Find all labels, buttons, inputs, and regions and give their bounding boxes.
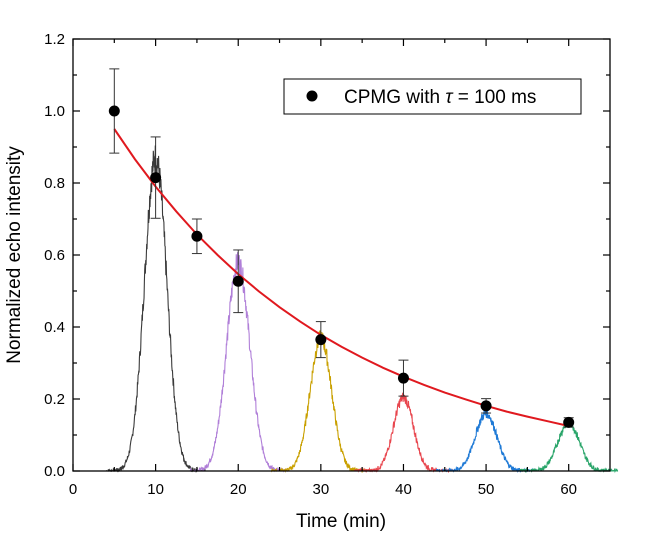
data-point: [480, 400, 492, 412]
y-tick-label: 0.0: [44, 463, 65, 480]
y-tick-label: 0.4: [44, 319, 65, 336]
x-tick-label: 10: [147, 481, 164, 498]
x-tick-label: 20: [230, 481, 247, 498]
x-tick-label: 50: [478, 481, 495, 498]
x-tick-label: 0: [69, 481, 77, 498]
data-point: [108, 105, 120, 117]
peak-trace-4: [353, 392, 454, 474]
data-point: [150, 172, 162, 184]
x-tick-label: 60: [560, 481, 577, 498]
y-tick-labels: 0.0 0.2 0.4 0.6 0.8 1.0 1.2: [44, 31, 65, 480]
x-tick-labels: 0 10 20 30 40 50 60: [69, 481, 577, 498]
data-point: [315, 334, 327, 346]
legend-marker: [306, 90, 318, 102]
x-tick-label: 30: [313, 481, 330, 498]
y-tick-label: 0.8: [44, 175, 65, 192]
y-tick-label: 1.0: [44, 103, 65, 120]
fit-curve: [113, 128, 569, 427]
data-point: [232, 275, 244, 287]
peaks-layer: [105, 145, 619, 474]
y-axis-label: Normalized echo intensity: [4, 146, 25, 364]
data-point: [191, 230, 203, 242]
legend-box: [283, 78, 582, 115]
peak-trace-5: [435, 408, 537, 474]
points-layer: [108, 105, 575, 428]
fit-layer: [113, 128, 569, 427]
legend: CPMG with τ = 100 ms: [283, 78, 582, 115]
y-tick-label: 0.6: [44, 247, 65, 264]
x-axis-label: Time (min): [296, 511, 386, 532]
y-tick-label: 0.2: [44, 391, 65, 408]
data-point: [397, 372, 409, 384]
y-tick-label: 1.2: [44, 31, 65, 48]
data-point: [563, 416, 575, 428]
ticks-layer: [72, 38, 610, 472]
legend-label: CPMG with τ = 100 ms: [344, 87, 536, 108]
errorbar-layer: [109, 68, 574, 428]
x-tick-label: 40: [395, 481, 412, 498]
